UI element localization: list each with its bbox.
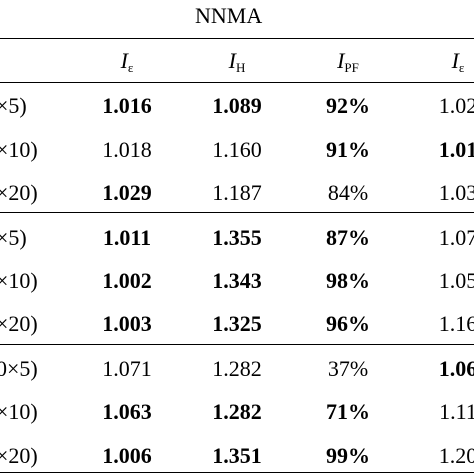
table-cell: 1.016 xyxy=(102,93,152,118)
row-label: ×20) xyxy=(0,311,38,336)
table-cell: 1.343 xyxy=(212,268,262,293)
bottom-rule xyxy=(0,472,474,473)
table-cell: 1.282 xyxy=(212,356,262,381)
table-cell: 1.063 xyxy=(102,399,152,424)
table-cell: 1.029 xyxy=(102,180,152,205)
row-label: ×10) xyxy=(0,399,38,424)
table-cell: 1.011 xyxy=(102,225,152,250)
table-cell: 98% xyxy=(326,268,370,293)
table-cell: 1.11 xyxy=(439,399,474,424)
table-cell: 96% xyxy=(326,311,370,336)
table-cell: 1.02 xyxy=(438,93,474,118)
table-cell: 1.089 xyxy=(212,93,262,118)
table-cell: 87% xyxy=(326,225,370,250)
table-cell: 1.06 xyxy=(438,356,474,381)
row-label: ×5) xyxy=(0,225,27,250)
group-separator-2 xyxy=(0,344,474,345)
table-cell: 1.018 xyxy=(102,137,152,162)
table-cell: 1.325 xyxy=(212,311,262,336)
title-rule xyxy=(0,38,474,39)
table-cell: 1.07 xyxy=(438,225,474,250)
table-cell: 1.01 xyxy=(438,137,474,162)
header-i-h: IH xyxy=(228,48,246,75)
table-cell: 71% xyxy=(326,399,370,424)
table-cell: 1.003 xyxy=(102,311,152,336)
row-label: ×20) xyxy=(0,443,38,468)
table-cell: 1.351 xyxy=(212,443,262,468)
table-cell: 1.006 xyxy=(102,443,152,468)
header-i-epsilon-2: Iε xyxy=(451,48,465,75)
table-cell: 92% xyxy=(326,93,370,118)
table-cell: 1.05 xyxy=(438,268,474,293)
table-cell: 1.03 xyxy=(438,180,474,205)
row-label: 0×5) xyxy=(0,356,38,381)
table-cell: 1.282 xyxy=(212,399,262,424)
table-cell: 1.20 xyxy=(438,443,474,468)
group-separator-1 xyxy=(0,212,474,213)
header-rule xyxy=(0,82,474,83)
table-cell: 84% xyxy=(327,180,369,205)
table-cell: 99% xyxy=(326,443,370,468)
row-label: ×20) xyxy=(0,180,38,205)
row-label: ×5) xyxy=(0,93,27,118)
row-label: ×10) xyxy=(0,268,38,293)
table-cell: 1.002 xyxy=(102,268,152,293)
header-i-epsilon: Iε xyxy=(120,48,134,75)
table-cell: 91% xyxy=(326,137,370,162)
table-cell: 37% xyxy=(327,356,369,381)
table-cell: 1.16 xyxy=(438,311,474,336)
table-cell: 1.355 xyxy=(212,225,262,250)
table-cell: 1.160 xyxy=(212,137,262,162)
table-cell: 1.187 xyxy=(212,180,262,205)
table-title-text: NNMA xyxy=(195,3,263,28)
row-label: ×10) xyxy=(0,137,38,162)
table-cell: 1.071 xyxy=(102,356,152,381)
header-i-pf: IPF xyxy=(337,48,359,75)
